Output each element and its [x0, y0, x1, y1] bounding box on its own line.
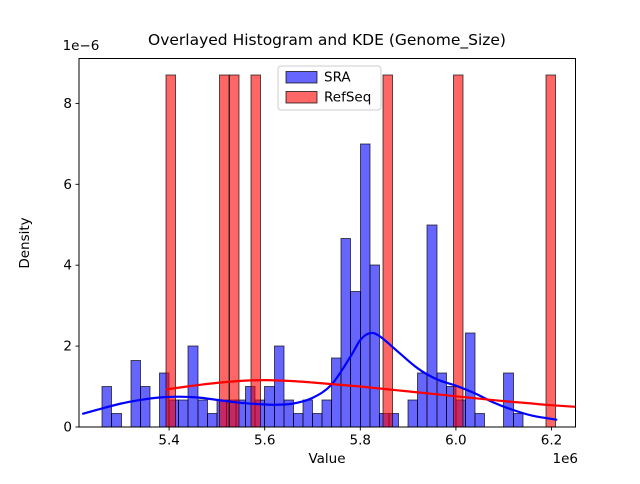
x-axis-ticks: 5.4 5.6 5.8 6.0 6.2 [158, 427, 562, 449]
x-tick-label: 5.4 [158, 433, 179, 449]
chart-title: Overlayed Histogram and KDE (Genome_Size… [148, 31, 506, 50]
legend-swatch-sra [285, 71, 318, 84]
legend-label-sra: SRA [324, 70, 351, 86]
y-tick-label: 2 [63, 339, 72, 355]
legend-swatch-refseq [285, 91, 318, 104]
x-tick-label: 6.0 [445, 433, 466, 449]
x-tick-label: 5.8 [350, 433, 371, 449]
x-axis-label: Value [308, 451, 345, 467]
y-axis-offset-label: 1e−6 [63, 38, 100, 54]
refseq-kde-curve [165, 378, 576, 408]
sra-kde-curve [82, 331, 558, 421]
x-axis-offset-label: 1e6 [553, 451, 578, 467]
legend-label-refseq: RefSeq [324, 90, 371, 106]
y-tick-label: 0 [63, 420, 72, 436]
y-axis-ticks: 0 2 4 6 8 [63, 96, 79, 436]
x-tick-label: 5.6 [254, 433, 275, 449]
x-tick-label: 6.2 [541, 433, 562, 449]
y-axis-label: Density [17, 217, 33, 268]
plot-frame [78, 58, 576, 428]
legend: SRA RefSeq [277, 65, 382, 111]
y-tick-label: 6 [63, 177, 72, 193]
y-tick-label: 4 [63, 258, 72, 274]
y-tick-label: 8 [63, 96, 72, 112]
